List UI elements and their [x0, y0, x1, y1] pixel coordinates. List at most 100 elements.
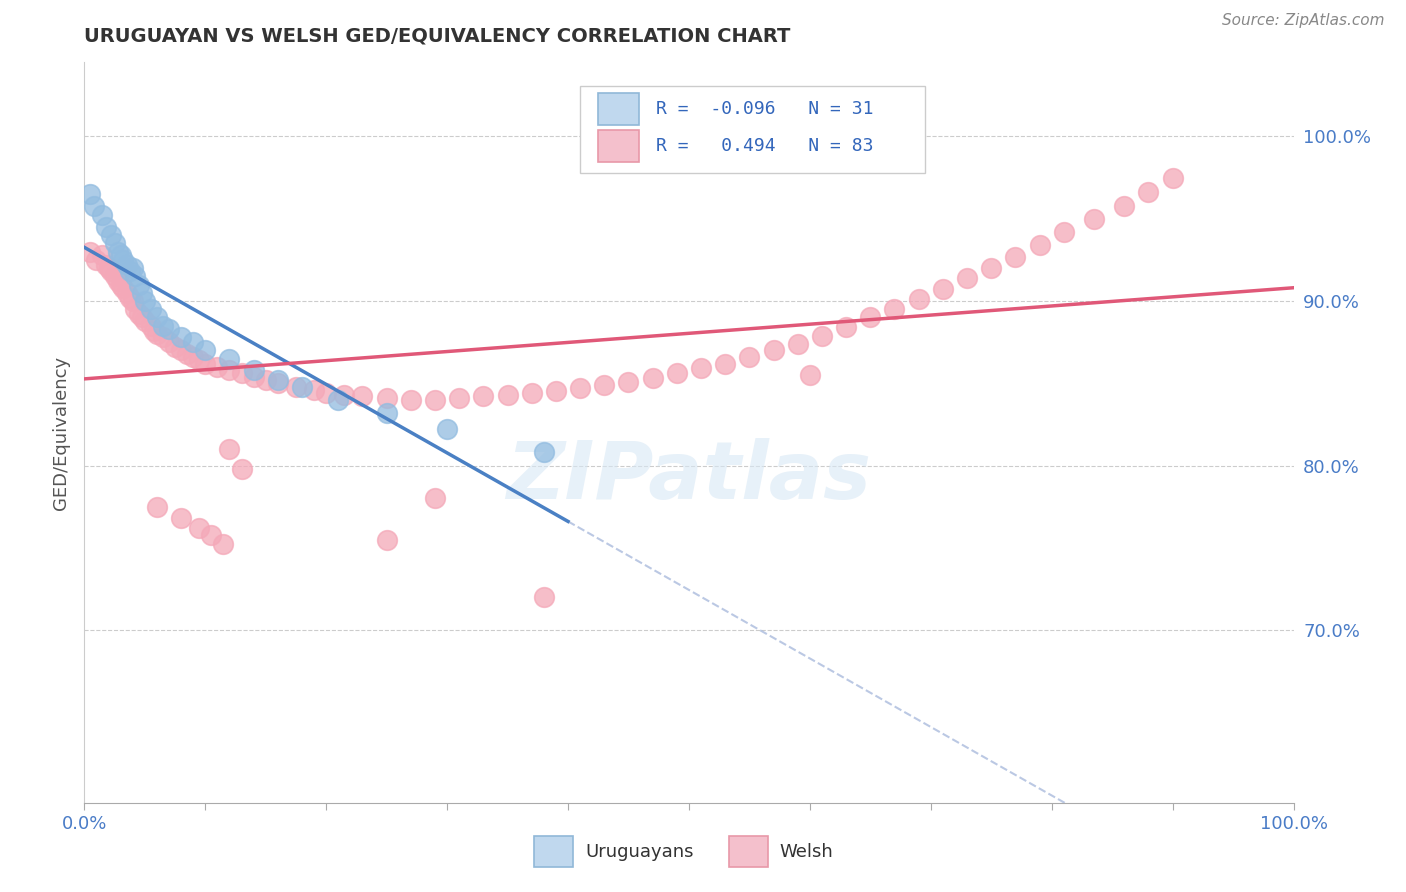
Point	[94, 219, 117, 234]
Point	[212, 537, 235, 551]
Point	[97, 261, 120, 276]
FancyBboxPatch shape	[581, 87, 925, 173]
Point	[107, 274, 129, 288]
Point	[91, 209, 114, 223]
Point	[1114, 198, 1136, 212]
Text: R =   0.494   N = 83: R = 0.494 N = 83	[657, 137, 873, 155]
Point	[242, 363, 264, 377]
Point	[170, 330, 193, 344]
Point	[786, 336, 808, 351]
Point	[436, 422, 458, 436]
Text: R =  -0.096   N = 31: R = -0.096 N = 31	[657, 100, 873, 118]
Point	[1161, 170, 1184, 185]
Point	[134, 293, 156, 308]
Point	[104, 269, 127, 284]
Point	[200, 527, 222, 541]
Point	[1053, 225, 1076, 239]
Point	[291, 379, 314, 393]
Point	[569, 381, 592, 395]
Point	[333, 388, 356, 402]
Point	[194, 357, 217, 371]
Point	[188, 521, 211, 535]
Point	[128, 277, 150, 292]
Point	[218, 351, 240, 366]
Point	[170, 343, 193, 358]
Point	[194, 343, 217, 358]
Point	[83, 198, 105, 212]
Point	[157, 322, 180, 336]
Point	[128, 307, 150, 321]
Point	[152, 318, 174, 333]
Point	[181, 350, 204, 364]
Point	[641, 371, 664, 385]
Point	[231, 367, 253, 381]
Point	[143, 324, 166, 338]
Point	[110, 248, 132, 262]
Point	[302, 383, 325, 397]
Point	[617, 375, 640, 389]
Point	[254, 373, 277, 387]
Point	[593, 378, 616, 392]
Text: URUGUAYAN VS WELSH GED/EQUIVALENCY CORRELATION CHART: URUGUAYAN VS WELSH GED/EQUIVALENCY CORRE…	[84, 27, 790, 45]
Point	[738, 350, 761, 364]
Point	[218, 363, 240, 377]
Point	[520, 386, 543, 401]
Point	[399, 392, 422, 407]
Point	[188, 353, 211, 368]
Point	[315, 386, 337, 401]
Point	[665, 367, 688, 381]
Point	[690, 361, 713, 376]
Y-axis label: GED/Equivalency: GED/Equivalency	[52, 356, 70, 509]
Text: Welsh: Welsh	[780, 843, 834, 861]
Text: ZIPatlas: ZIPatlas	[506, 438, 872, 516]
Point	[110, 277, 132, 292]
FancyBboxPatch shape	[599, 130, 640, 162]
Point	[115, 285, 138, 300]
Point	[267, 376, 290, 391]
Point	[533, 590, 555, 604]
Point	[1083, 211, 1105, 226]
Point	[121, 261, 143, 276]
Point	[1028, 238, 1050, 252]
Point	[980, 261, 1002, 276]
Point	[328, 392, 350, 407]
Point	[146, 500, 169, 514]
Point	[544, 384, 567, 399]
FancyBboxPatch shape	[534, 836, 572, 867]
Point	[231, 462, 253, 476]
Point	[932, 283, 955, 297]
Point	[131, 310, 153, 325]
Point	[120, 264, 142, 278]
FancyBboxPatch shape	[599, 93, 640, 126]
Point	[100, 228, 122, 243]
FancyBboxPatch shape	[728, 836, 768, 867]
Point	[86, 252, 108, 267]
Point	[956, 271, 979, 285]
Point	[375, 406, 398, 420]
Point	[449, 391, 471, 405]
Point	[121, 293, 143, 308]
Point	[100, 264, 122, 278]
Point	[835, 320, 858, 334]
Point	[139, 302, 162, 317]
Point	[423, 392, 446, 407]
Point	[79, 244, 101, 259]
Point	[94, 258, 117, 272]
Point	[242, 369, 264, 384]
Point	[423, 491, 446, 506]
Point	[176, 346, 198, 360]
Point	[146, 326, 169, 341]
Point	[181, 335, 204, 350]
Point	[146, 310, 169, 325]
Text: Source: ZipAtlas.com: Source: ZipAtlas.com	[1222, 13, 1385, 29]
Point	[91, 248, 114, 262]
Point	[714, 357, 737, 371]
Point	[79, 187, 101, 202]
Point	[157, 335, 180, 350]
Point	[907, 293, 929, 307]
Point	[170, 511, 193, 525]
Point	[152, 330, 174, 344]
Point	[218, 442, 240, 456]
Point	[267, 373, 290, 387]
Point	[115, 258, 138, 272]
